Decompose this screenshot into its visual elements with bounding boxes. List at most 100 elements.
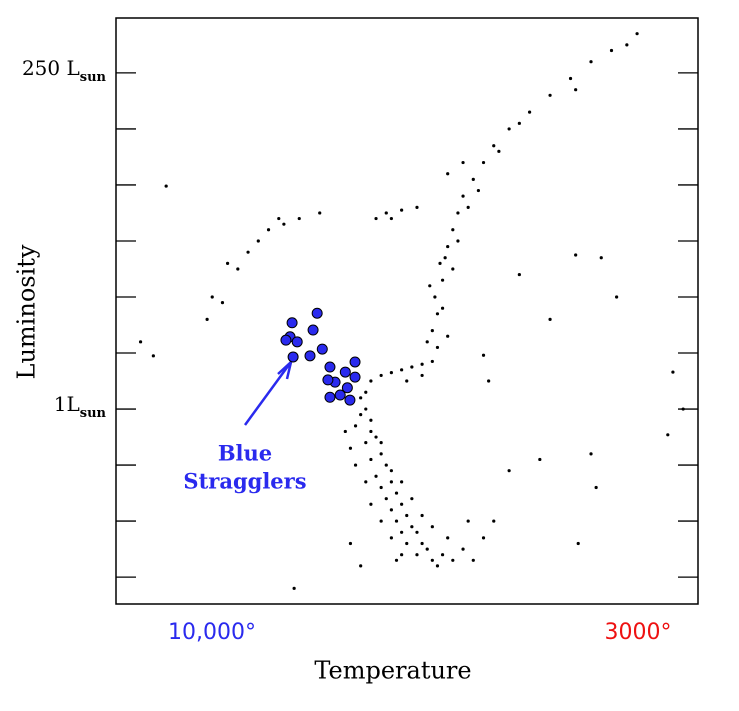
star-point [443, 256, 447, 260]
star-point [481, 536, 486, 540]
star-point [379, 452, 383, 456]
star-point [389, 371, 393, 375]
star-point [210, 295, 214, 299]
star-point [151, 354, 155, 358]
star-point [359, 564, 363, 568]
star-point [415, 205, 419, 209]
blue-straggler-point [286, 317, 298, 329]
star-point [389, 480, 393, 484]
star-point [266, 228, 271, 232]
blue-straggler-point [280, 334, 292, 346]
star-point [415, 530, 419, 534]
star-point [236, 267, 240, 271]
star-point [461, 547, 465, 551]
star-point [297, 216, 301, 221]
blue-straggler-point [324, 391, 336, 403]
star-point [277, 216, 281, 221]
star-point [435, 564, 440, 568]
star-point [405, 513, 409, 518]
star-point [374, 435, 378, 439]
star-point [476, 188, 481, 193]
star-point [456, 239, 460, 243]
blue-straggler-point [322, 374, 334, 386]
star-point [389, 508, 393, 512]
star-point [430, 525, 434, 529]
y-tick-label-sub: sun [80, 69, 107, 84]
star-point [343, 429, 347, 434]
star-point [461, 160, 465, 165]
star-point [574, 253, 578, 257]
star-point [384, 211, 388, 215]
star-point [400, 208, 404, 212]
star-point [379, 519, 383, 523]
star-point [282, 222, 286, 226]
star-point [609, 48, 614, 53]
star-point [681, 407, 685, 411]
star-point [138, 340, 143, 344]
star-point [428, 284, 432, 288]
star-point [574, 88, 578, 92]
star-point [205, 317, 209, 322]
star-point [364, 407, 368, 411]
blue-straggler-point [287, 351, 299, 363]
star-point [440, 553, 445, 557]
star-point [394, 491, 399, 495]
blue-straggler-point [291, 336, 303, 348]
star-point [369, 457, 373, 462]
star-point [410, 365, 414, 369]
star-point [389, 536, 393, 540]
star-point [384, 497, 388, 501]
star-point [225, 261, 230, 265]
star-point [466, 205, 470, 209]
star-point [369, 379, 373, 383]
star-point [405, 541, 409, 546]
star-point [517, 272, 521, 277]
star-point [538, 457, 542, 462]
y-tick-label: 1Lsun [54, 392, 107, 421]
annotation-arrow [243, 361, 293, 426]
y-tick-label-main: 250 L [22, 55, 80, 79]
star-point [440, 278, 445, 282]
blue-straggler-point [316, 343, 328, 355]
star-point [599, 256, 603, 260]
annotation-text: Stragglers [183, 469, 306, 494]
star-point [451, 228, 455, 232]
star-point [379, 485, 383, 490]
annotation-text: Blue [218, 441, 272, 466]
blue-straggler-point [311, 307, 323, 319]
blue-straggler-point [307, 324, 319, 336]
star-point [527, 110, 532, 114]
star-point [400, 480, 404, 484]
star-point [389, 469, 393, 473]
star-point [364, 390, 368, 394]
star-point [433, 295, 437, 299]
blue-straggler-point [349, 356, 361, 368]
star-point [589, 60, 593, 64]
star-point [369, 429, 373, 434]
star-point [548, 317, 552, 322]
star-point [379, 441, 383, 445]
star-point [394, 558, 399, 562]
star-point [487, 379, 491, 383]
star-point [625, 43, 629, 47]
star-point [466, 519, 470, 523]
star-point [497, 149, 501, 153]
star-point [415, 553, 419, 557]
y-axis-label: Luminosity [13, 244, 41, 379]
x-axis-label: Temperature [314, 657, 471, 685]
star-point [353, 463, 358, 467]
star-point [420, 541, 424, 546]
star-point [430, 359, 434, 364]
star-point [369, 418, 373, 422]
star-point [548, 93, 552, 97]
star-point [374, 216, 378, 221]
star-point [576, 541, 580, 546]
star-point [471, 177, 475, 181]
blue-straggler-point [334, 389, 346, 401]
star-point [420, 513, 424, 518]
star-point [369, 502, 373, 506]
star-point [492, 144, 496, 148]
star-point [425, 547, 429, 551]
star-point [256, 239, 260, 243]
blue-straggler-point [344, 394, 356, 406]
